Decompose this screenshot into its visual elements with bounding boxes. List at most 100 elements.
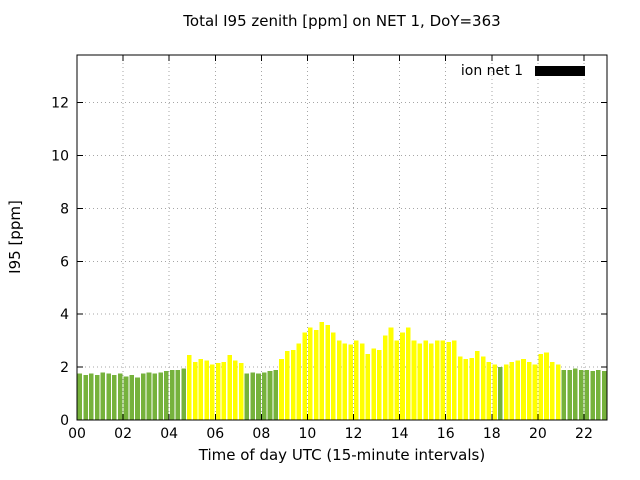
bar [244,373,250,420]
bar [302,332,307,420]
bar [394,340,400,420]
y-tick-label: 6 [60,254,69,270]
bar [342,343,348,420]
bar [503,364,509,420]
bar [440,340,446,420]
bar [112,375,117,420]
bar [273,369,279,420]
bar [290,349,296,420]
x-tick-label: 06 [206,426,224,442]
bar [584,369,590,420]
bar [319,322,325,420]
x-tick-label: 12 [345,426,363,442]
bar [89,373,94,420]
bar [469,357,474,420]
bar [227,355,232,420]
bar [129,375,135,420]
bar [492,364,497,420]
bar [348,344,353,420]
bar [561,369,567,420]
bar [198,359,204,420]
bar [100,372,106,420]
bar [498,367,503,420]
bar [388,327,394,420]
bar [555,364,561,420]
bar [429,343,434,420]
bar [152,373,158,420]
bar [573,368,578,420]
bar [221,361,227,420]
x-tick-label: 14 [391,426,409,442]
bar [181,368,186,420]
bar [267,371,273,420]
bar [256,373,261,420]
bar [480,356,486,420]
bar [359,343,365,420]
x-tick-label: 22 [575,426,593,442]
bar [204,360,209,420]
y-tick-label: 12 [51,96,69,112]
bar [169,369,175,420]
bar [601,371,607,420]
x-tick-label: 18 [483,426,501,442]
bar [377,349,382,420]
bar [411,340,417,420]
bar [83,375,88,420]
bar [146,372,152,420]
bar [308,327,313,420]
y-tick-label: 8 [60,201,69,217]
bar [331,332,336,420]
bar [77,373,83,420]
bar [164,371,169,420]
bar [515,360,520,420]
bar [521,359,526,420]
bar [417,343,423,420]
bar [371,348,376,420]
bar [313,330,319,420]
bar [457,356,463,420]
bar [405,327,411,420]
bar [590,371,595,420]
bar [123,376,129,420]
bar [354,340,359,420]
bar [325,324,330,420]
bar [423,340,428,420]
x-tick-label: 02 [114,426,132,442]
bar [596,369,601,420]
y-tick-label: 2 [60,360,69,376]
bar [296,343,302,420]
legend-label: ion net 1 [460,63,523,79]
bar [463,359,469,420]
bar [382,335,388,420]
bar [187,355,192,420]
plot-frame [76,54,608,421]
bar [475,351,480,420]
x-tick-label: 16 [437,426,455,442]
bar [336,340,342,420]
bar [140,373,146,420]
y-tick-label: 0 [60,413,69,429]
bar [526,361,532,420]
bar [434,340,440,420]
bar [549,361,555,420]
bar [532,364,538,420]
bar [544,352,549,420]
x-tick-label: 00 [68,426,86,442]
bar [365,353,371,420]
x-tick-label: 04 [160,426,178,442]
x-axis-label: Time of day UTC (15-minute intervals) [198,446,486,464]
bar [210,364,215,420]
bar [117,373,123,420]
y-tick-label: 10 [51,149,69,165]
x-tick-label: 20 [529,426,547,442]
bar [215,363,221,420]
bar [94,375,100,420]
bar [279,359,284,420]
x-tick-label: 10 [299,426,317,442]
bar [486,361,492,420]
bar [578,369,584,420]
y-tick-label: 4 [60,307,69,323]
bar [135,377,140,420]
bar [400,332,405,420]
